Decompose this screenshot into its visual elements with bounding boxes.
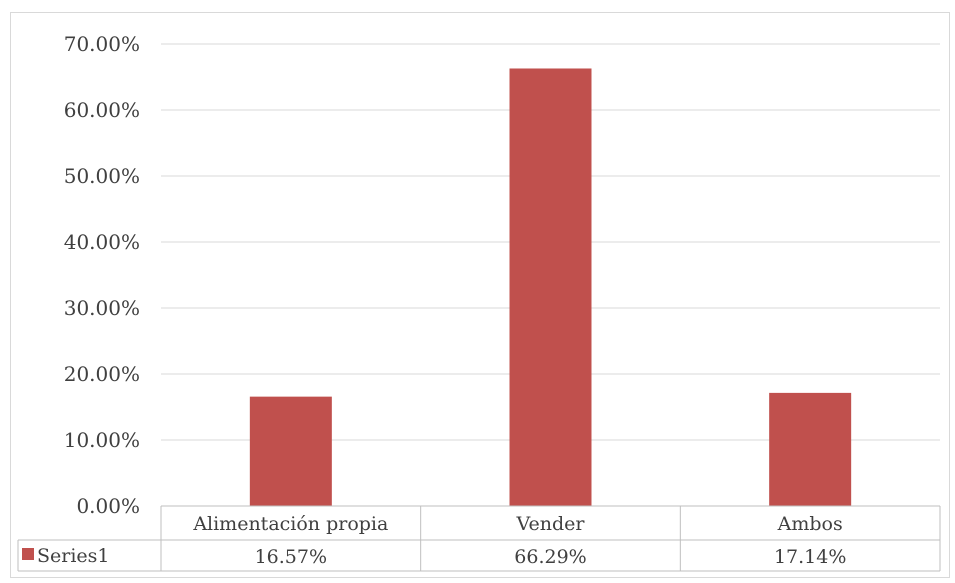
x-tick-label: Ambos xyxy=(777,513,843,535)
bar xyxy=(509,68,592,507)
data-label: 17.14% xyxy=(774,546,846,568)
bar xyxy=(769,392,852,506)
y-tick-label: 30.00% xyxy=(64,296,140,320)
bars xyxy=(249,68,852,507)
x-tick-label: Alimentación propia xyxy=(192,513,388,535)
y-tick-label: 10.00% xyxy=(64,428,140,452)
y-tick-label: 70.00% xyxy=(64,32,140,56)
y-tick-label: 0.00% xyxy=(76,494,140,518)
x-tick-label: Vender xyxy=(516,513,586,535)
data-table: Alimentación propia Vender Ambos Series1 16.… xyxy=(17,505,941,572)
y-tick-label: 40.00% xyxy=(64,230,140,254)
legend-swatch xyxy=(22,548,34,560)
data-label: 16.57% xyxy=(255,546,327,568)
bar xyxy=(249,396,332,506)
legend-label: Series1 xyxy=(37,545,110,567)
y-axis-ticks: 0.00% 10.00% 20.00% 30.00% 40.00% 50.00% 60.00… xyxy=(64,32,140,518)
y-tick-label: 20.00% xyxy=(64,362,140,386)
y-tick-label: 50.00% xyxy=(64,164,140,188)
y-tick-label: 60.00% xyxy=(64,98,140,122)
data-label: 66.29% xyxy=(514,546,586,568)
